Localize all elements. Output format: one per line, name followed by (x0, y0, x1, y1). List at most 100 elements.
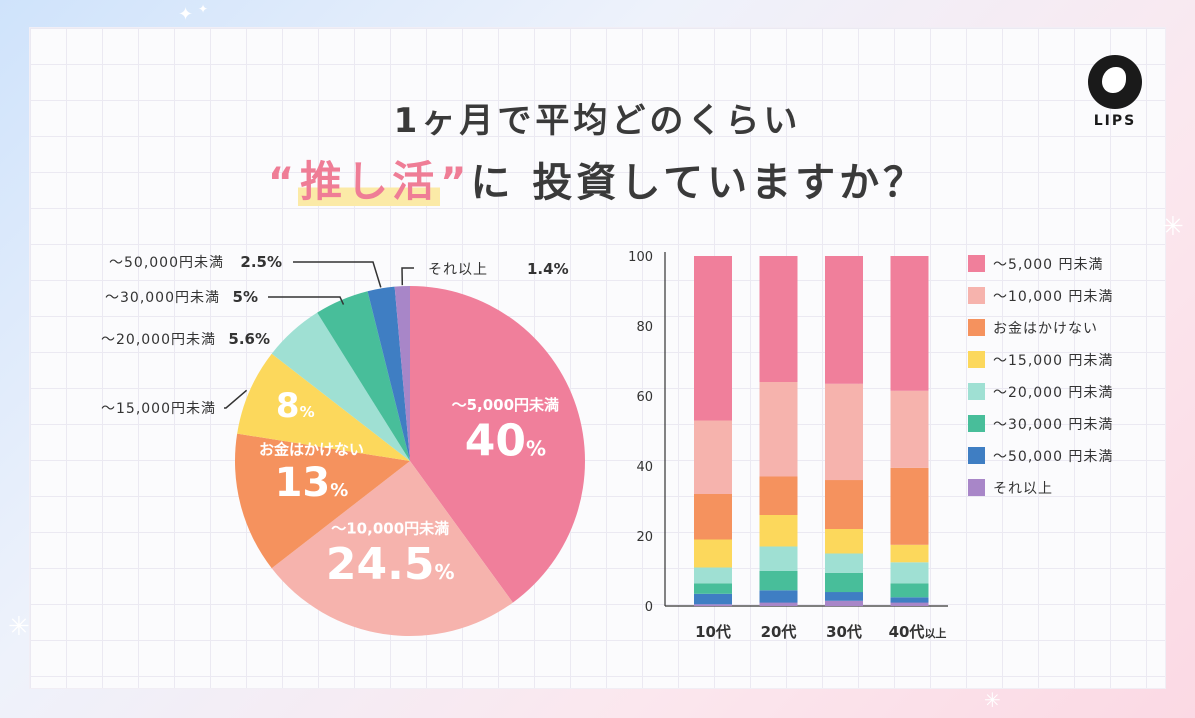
bar-segment-under20000 (890, 562, 929, 584)
sparkle-icon: ✦ (198, 2, 209, 16)
pie-inner-label: 〜5,000円未満 (452, 396, 559, 414)
lips-logo: LIPS (1085, 55, 1145, 129)
bar-segment-under30000 (825, 572, 863, 593)
bar-segment-more (825, 600, 863, 607)
x-tick-label: 20代 (761, 623, 797, 641)
y-tick-label: 20 (636, 530, 653, 545)
legend-swatch-under20000 (968, 383, 985, 400)
pie-slice-under10000 (271, 461, 513, 637)
pie-slice-under20000 (271, 312, 410, 461)
pie-slice-more (394, 286, 410, 461)
legend-label: 〜10,000 円未満 (993, 289, 1113, 305)
legend-swatch-under50000 (968, 447, 985, 464)
bar-segment-under50000 (825, 592, 863, 601)
sparkle-icon: ✳ (984, 688, 1001, 712)
sparkle-icon: ✳ (8, 612, 30, 642)
bar-segment-under5000 (759, 256, 798, 382)
bar-segment-under5000 (694, 256, 732, 421)
leader-line (293, 261, 382, 288)
bar-segment-none (694, 494, 732, 540)
legend-swatch-under5000 (968, 255, 985, 272)
pie-value-label: 5% (233, 288, 258, 306)
legend-swatch-under10000 (968, 287, 985, 304)
bar-segment-more (694, 604, 732, 607)
pie-outer-label: 〜20,000円未満 (101, 332, 216, 348)
bar-segment-under50000 (759, 590, 798, 603)
bar-segment-under15000 (825, 529, 863, 554)
leader-line (224, 389, 248, 409)
pie-slice-under30000 (317, 291, 410, 461)
legend-label: 〜5,000 円未満 (993, 257, 1104, 273)
pie-value-label: 40% (465, 416, 546, 467)
pie-value-label: 2.5% (240, 253, 282, 271)
x-tick-label: 30代 (826, 623, 862, 641)
pie-value-label: 8% (276, 386, 315, 426)
bar-segment-under15000 (759, 515, 798, 547)
page-title-line1: 1ヶ月で平均どのくらい (393, 101, 802, 141)
sparkle-icon: ✳ (1162, 212, 1184, 242)
bar-segment-under30000 (759, 571, 798, 591)
bar-segment-under20000 (759, 546, 798, 571)
y-tick-label: 60 (636, 390, 653, 405)
pie-slice-under15000 (237, 353, 410, 461)
logo-text: LIPS (1093, 113, 1137, 129)
bar-segment-more (890, 602, 929, 606)
bar-segment-more (759, 602, 798, 606)
title-rest: に 投資していますか？ (470, 160, 928, 206)
y-tick-label: 80 (636, 320, 653, 335)
sparkle-icon: ✦ (178, 4, 194, 25)
pie-slice-under5000 (410, 286, 586, 603)
legend-swatch-more (968, 479, 985, 496)
pie-slice-under50000 (367, 286, 410, 461)
pie-outer-label: 〜30,000円未満 (105, 290, 220, 306)
bar-segment-under20000 (825, 553, 863, 573)
bar-segment-none (825, 480, 863, 529)
bar-segment-under10000 (890, 390, 929, 468)
leader-line (268, 296, 345, 305)
bar-segment-under15000 (890, 544, 929, 563)
pie-outer-label: 〜50,000円未満 (109, 255, 224, 271)
legend-label: 〜50,000 円未満 (993, 449, 1113, 465)
bar-segment-under5000 (890, 256, 929, 391)
open-quote: “ (267, 160, 299, 206)
bar-segment-under30000 (890, 583, 929, 598)
bar-segment-under50000 (890, 597, 929, 603)
legend-label: お金はかけない (993, 321, 1098, 337)
bar-segment-none (759, 476, 798, 515)
y-tick-label: 40 (636, 460, 653, 475)
pie-value-label: 1.4% (527, 260, 569, 278)
bar-segment-under50000 (694, 593, 732, 605)
bar-segment-under5000 (825, 256, 863, 384)
pie-inner-label: お金はかけない (259, 441, 364, 459)
x-tick-label: 40代以上 (889, 623, 947, 641)
pie-slice-none (234, 433, 410, 569)
legend-label: 〜20,000 円未満 (993, 385, 1113, 401)
legend-swatch-none (968, 319, 985, 336)
title-highlight: 推し活 (298, 157, 441, 206)
pie-value-label: 13% (275, 460, 349, 506)
bar-segment-under10000 (759, 382, 798, 477)
y-tick-label: 0 (645, 600, 653, 615)
legend-label: 〜30,000 円未満 (993, 417, 1113, 433)
close-quote: ” (440, 160, 471, 206)
pie-outer-label: 〜15,000円未満 (101, 401, 216, 417)
leader-line (401, 267, 414, 286)
bar-segment-under10000 (825, 383, 863, 481)
bar-segment-under30000 (694, 583, 732, 594)
y-tick-label: 100 (628, 250, 653, 265)
pie-outer-label: それ以上 (428, 262, 488, 278)
bar-segment-under10000 (694, 420, 732, 494)
bar-segment-under15000 (694, 539, 732, 568)
page-title-line2: “推し活”に 投資していますか？ (0, 148, 1195, 209)
pie-inner-label: 〜10,000円未満 (331, 519, 449, 537)
bar-segment-under20000 (694, 567, 732, 584)
legend-swatch-under15000 (968, 351, 985, 368)
legend-label: 〜15,000 円未満 (993, 353, 1113, 369)
bar-segment-none (890, 467, 929, 545)
pie-value-label: 5.6% (228, 330, 270, 348)
fawn-logo-icon (1088, 55, 1142, 109)
x-tick-label: 10代 (695, 623, 731, 641)
legend-swatch-under30000 (968, 415, 985, 432)
pie-value-label: 24.5% (326, 539, 455, 590)
